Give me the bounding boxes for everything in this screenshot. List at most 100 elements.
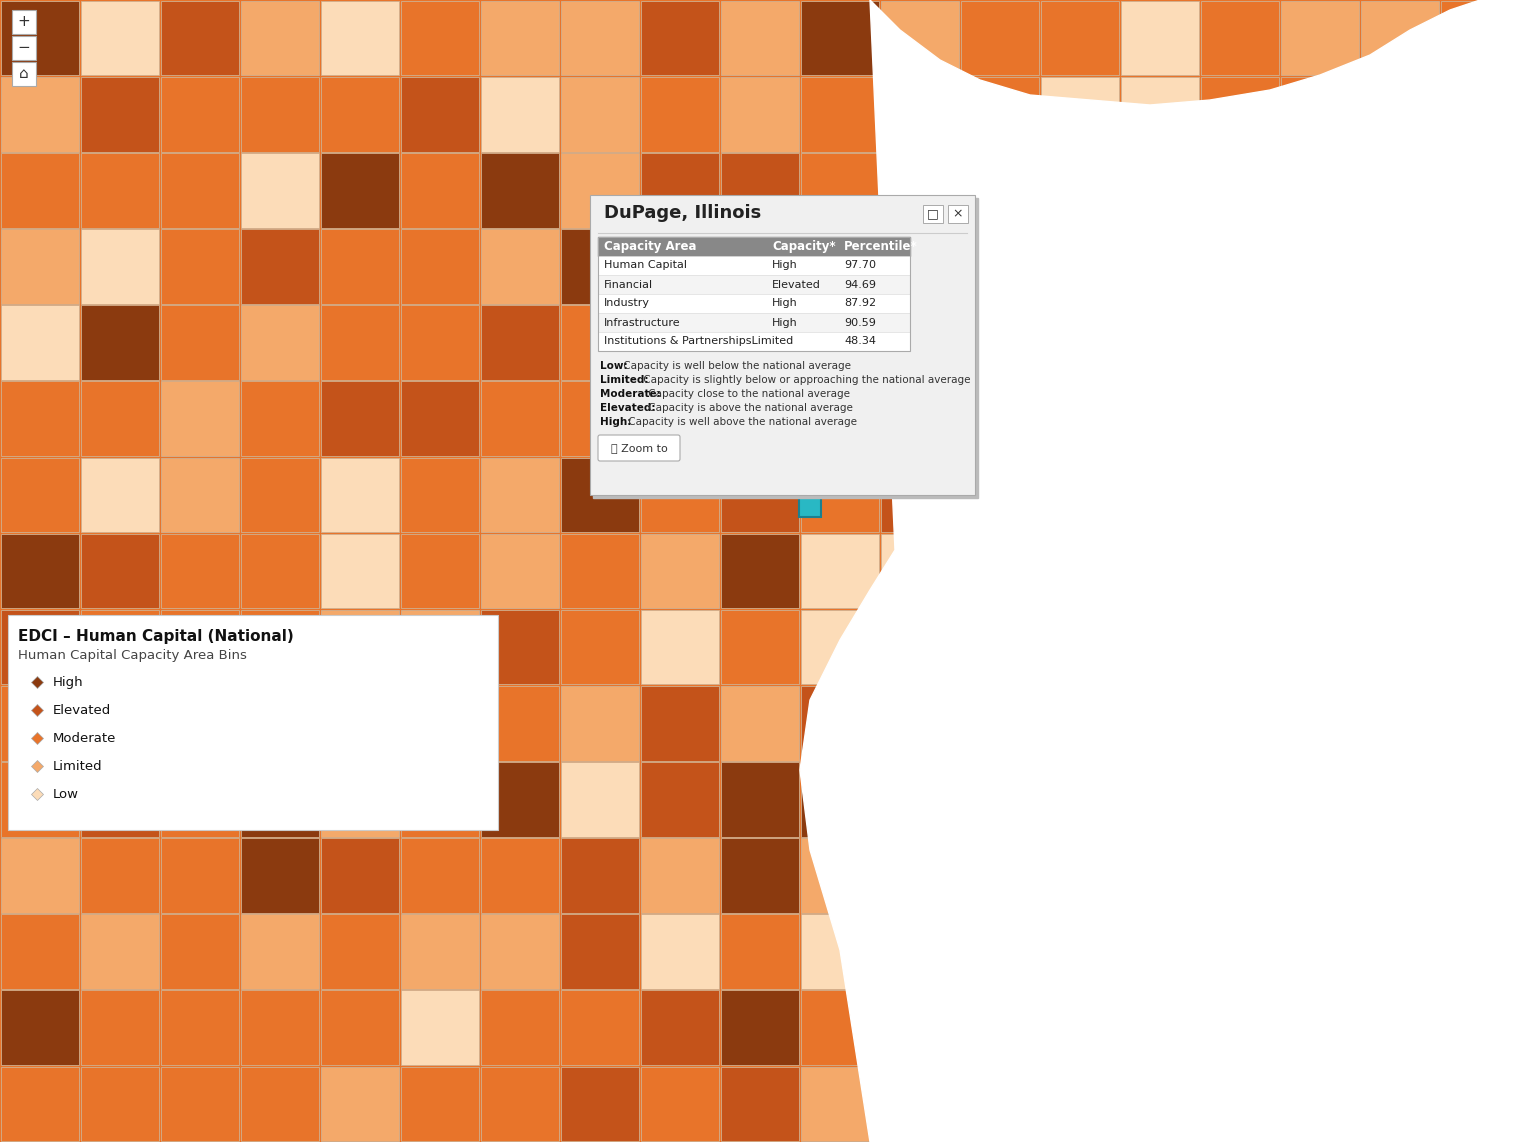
Bar: [161, 305, 239, 380]
Bar: [1441, 610, 1520, 684]
Bar: [81, 153, 160, 227]
Bar: [161, 153, 239, 227]
Bar: [240, 1067, 319, 1141]
Bar: [401, 458, 479, 532]
Bar: [1120, 533, 1199, 609]
Bar: [161, 230, 239, 304]
Bar: [597, 313, 910, 332]
Text: +: +: [18, 15, 30, 30]
Bar: [1281, 77, 1359, 152]
Polygon shape: [32, 676, 44, 689]
Bar: [720, 533, 800, 609]
Text: Capacity*: Capacity*: [772, 240, 836, 254]
Bar: [948, 206, 968, 223]
Bar: [1281, 230, 1359, 304]
Bar: [401, 686, 479, 761]
Text: Capacity close to the national average: Capacity close to the national average: [644, 389, 850, 399]
Bar: [1441, 1067, 1520, 1141]
Bar: [561, 230, 640, 304]
Bar: [240, 990, 319, 1065]
Bar: [480, 1067, 559, 1141]
Bar: [1281, 686, 1359, 761]
Bar: [240, 838, 319, 912]
Bar: [801, 77, 879, 152]
Bar: [1360, 762, 1439, 837]
Bar: [0, 305, 79, 380]
Bar: [0, 762, 79, 837]
Text: Percentile*: Percentile*: [844, 240, 918, 254]
Bar: [1360, 1067, 1439, 1141]
Bar: [321, 1067, 400, 1141]
Bar: [720, 305, 800, 380]
Bar: [240, 533, 319, 609]
Bar: [1120, 915, 1199, 989]
Bar: [801, 153, 879, 227]
Bar: [590, 195, 974, 494]
Bar: [1041, 458, 1119, 532]
Bar: [480, 533, 559, 609]
Bar: [597, 293, 910, 313]
Text: Elevated: Elevated: [772, 280, 821, 290]
Bar: [81, 533, 160, 609]
Bar: [161, 1067, 239, 1141]
Bar: [1360, 533, 1439, 609]
Bar: [81, 915, 160, 989]
Bar: [1201, 838, 1280, 912]
Bar: [161, 1, 239, 75]
Bar: [880, 305, 959, 380]
Bar: [1201, 762, 1280, 837]
Bar: [1281, 762, 1359, 837]
Bar: [720, 1, 800, 75]
Bar: [641, 153, 719, 227]
Bar: [1360, 610, 1439, 684]
Bar: [321, 230, 400, 304]
Bar: [641, 1, 719, 75]
Bar: [321, 762, 400, 837]
Text: High: High: [772, 298, 798, 308]
Bar: [961, 153, 1040, 227]
Bar: [161, 381, 239, 456]
Bar: [561, 533, 640, 609]
Bar: [1201, 305, 1280, 380]
Bar: [1441, 381, 1520, 456]
Bar: [720, 230, 800, 304]
Bar: [321, 153, 400, 227]
Bar: [880, 1, 959, 75]
Bar: [720, 990, 800, 1065]
Bar: [0, 915, 79, 989]
Bar: [961, 686, 1040, 761]
Bar: [81, 230, 160, 304]
Bar: [8, 616, 499, 830]
Text: Low: Low: [53, 788, 79, 801]
Text: −: −: [18, 40, 30, 56]
Bar: [1360, 990, 1439, 1065]
Bar: [641, 838, 719, 912]
Text: ⌂: ⌂: [20, 66, 29, 81]
Bar: [401, 381, 479, 456]
Bar: [1441, 153, 1520, 227]
Bar: [401, 1, 479, 75]
Bar: [1281, 533, 1359, 609]
Bar: [240, 77, 319, 152]
Bar: [1281, 838, 1359, 912]
Bar: [321, 990, 400, 1065]
Bar: [561, 1, 640, 75]
Bar: [401, 1067, 479, 1141]
Bar: [961, 990, 1040, 1065]
Text: High: High: [772, 317, 798, 328]
Polygon shape: [807, 482, 813, 494]
Text: Moderate: Moderate: [53, 732, 117, 745]
Bar: [0, 1, 79, 75]
Text: Human Capital: Human Capital: [603, 260, 687, 271]
Bar: [0, 533, 79, 609]
Text: Moderate:: Moderate:: [600, 389, 661, 399]
Text: Institutions & PartnershipsLimited: Institutions & PartnershipsLimited: [603, 337, 793, 346]
Bar: [923, 206, 942, 223]
Bar: [1041, 915, 1119, 989]
Bar: [1041, 686, 1119, 761]
Bar: [961, 1067, 1040, 1141]
Bar: [720, 915, 800, 989]
Bar: [801, 458, 879, 532]
Bar: [961, 838, 1040, 912]
Bar: [0, 990, 79, 1065]
